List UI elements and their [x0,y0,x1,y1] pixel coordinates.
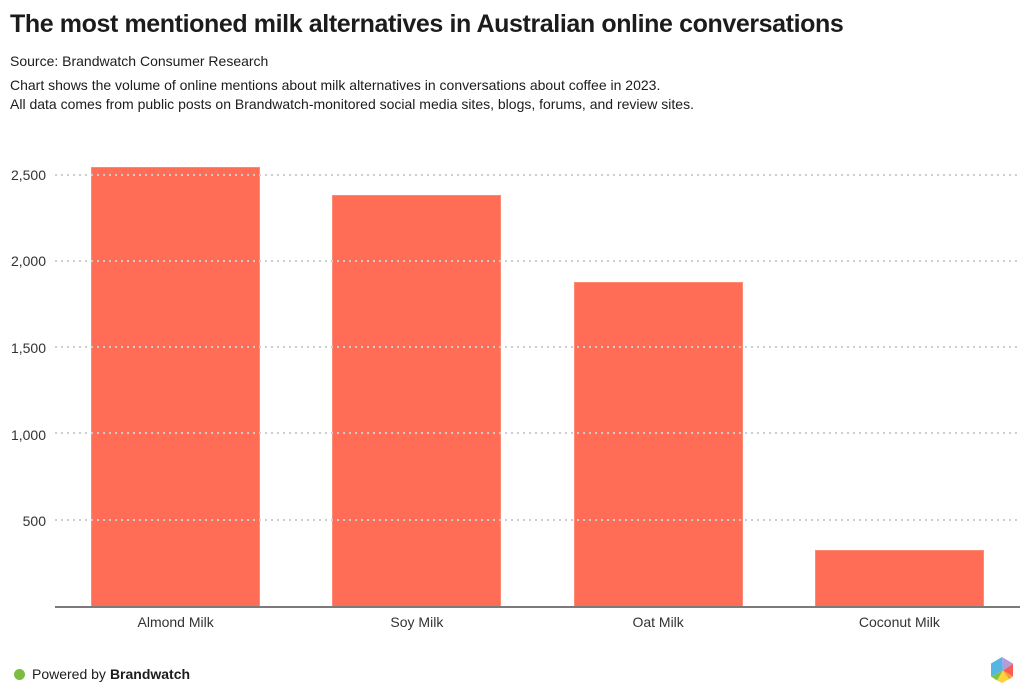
y-axis-tick-label: 1,500 [10,339,46,356]
x-axis-label: Soy Milk [390,614,444,630]
bar-slot [296,150,537,606]
bar-chart: 500 1,000 1,500 2,000 2,500 Almond Milk Soy M… [0,150,1024,630]
x-axis: Almond Milk Soy Milk Oat Milk Coconut Milk [55,614,1020,630]
brand-name: Brandwatch [109,666,191,682]
powered-by-footer: Powered by Brandwatch [14,666,190,682]
gridline [55,346,1020,349]
x-axis-label: Oat Milk [632,614,684,630]
bar-soy-milk[interactable] [332,195,502,606]
page-title: The most mentioned milk alternatives in … [10,10,844,38]
bar-slot [55,150,296,606]
y-axis-tick-label: 1,000 [10,426,46,443]
y-axis-tick-label: 2,500 [10,166,46,183]
bar-coconut-milk[interactable] [814,549,984,606]
description-line-1: Chart shows the volume of online mention… [10,77,661,93]
x-axis-label: Almond Milk [137,614,214,630]
bar-slot [538,150,779,606]
status-dot-icon [14,668,25,680]
bar-almond-milk[interactable] [91,166,261,606]
source-text: Source: Brandwatch Consumer Research [10,53,269,69]
y-axis: 500 1,000 1,500 2,000 2,500 [0,150,46,608]
y-axis-tick-label: 2,000 [10,253,46,270]
chart-header: The most mentioned milk alternatives in … [10,8,1014,114]
y-axis-tick-label: 500 [22,513,46,530]
brandwatch-hexagon-logo-icon [991,657,1013,683]
gridline [55,173,1020,176]
x-axis-label: Coconut Milk [858,614,940,630]
bars-container [55,150,1020,606]
bar-slot [779,150,1020,606]
plot-area [55,150,1020,608]
gridline [55,259,1020,262]
gridline [55,432,1020,435]
powered-by-text: Powered by [32,666,106,682]
bar-oat-milk[interactable] [573,282,743,606]
description-line-2: All data comes from public posts on Bran… [10,96,694,112]
gridline [55,518,1020,521]
